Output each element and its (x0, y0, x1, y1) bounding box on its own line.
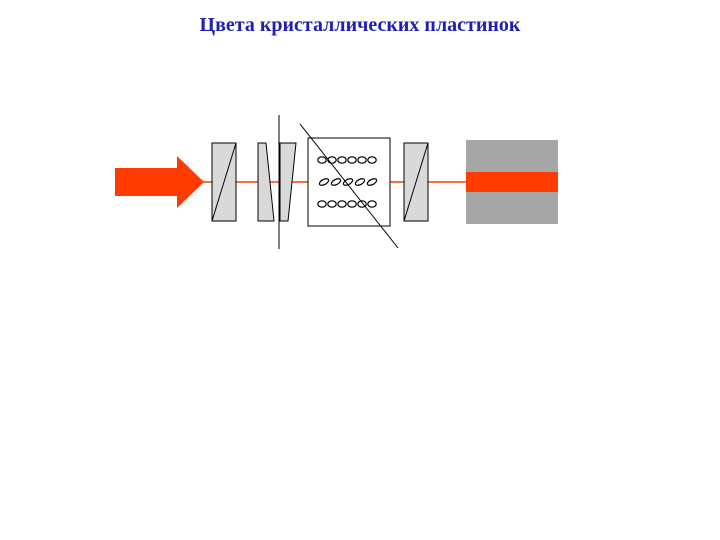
optics-diagram (0, 0, 720, 540)
page-title: Цвета кристаллических пластинок (0, 14, 720, 37)
arrow-shaft (115, 168, 177, 196)
screen (466, 140, 558, 224)
crystal-cell (300, 124, 398, 248)
arrow-head (177, 156, 204, 208)
polarizer-2 (404, 143, 428, 221)
polarizer-1 (212, 143, 236, 221)
